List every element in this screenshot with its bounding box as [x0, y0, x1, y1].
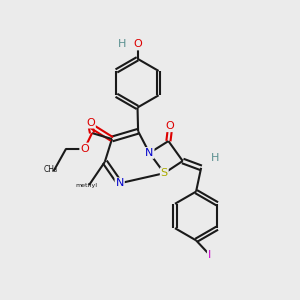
- Text: N: N: [116, 178, 124, 188]
- Text: CH₃: CH₃: [44, 165, 58, 174]
- Text: S: S: [161, 168, 168, 178]
- Text: H: H: [211, 153, 220, 163]
- Text: methyl: methyl: [75, 183, 97, 188]
- Text: O: O: [86, 118, 95, 128]
- Text: O: O: [133, 40, 142, 50]
- Text: N: N: [145, 148, 154, 158]
- Text: O: O: [80, 143, 89, 154]
- Text: O: O: [166, 121, 175, 131]
- Text: H: H: [118, 39, 126, 49]
- Text: I: I: [208, 250, 211, 260]
